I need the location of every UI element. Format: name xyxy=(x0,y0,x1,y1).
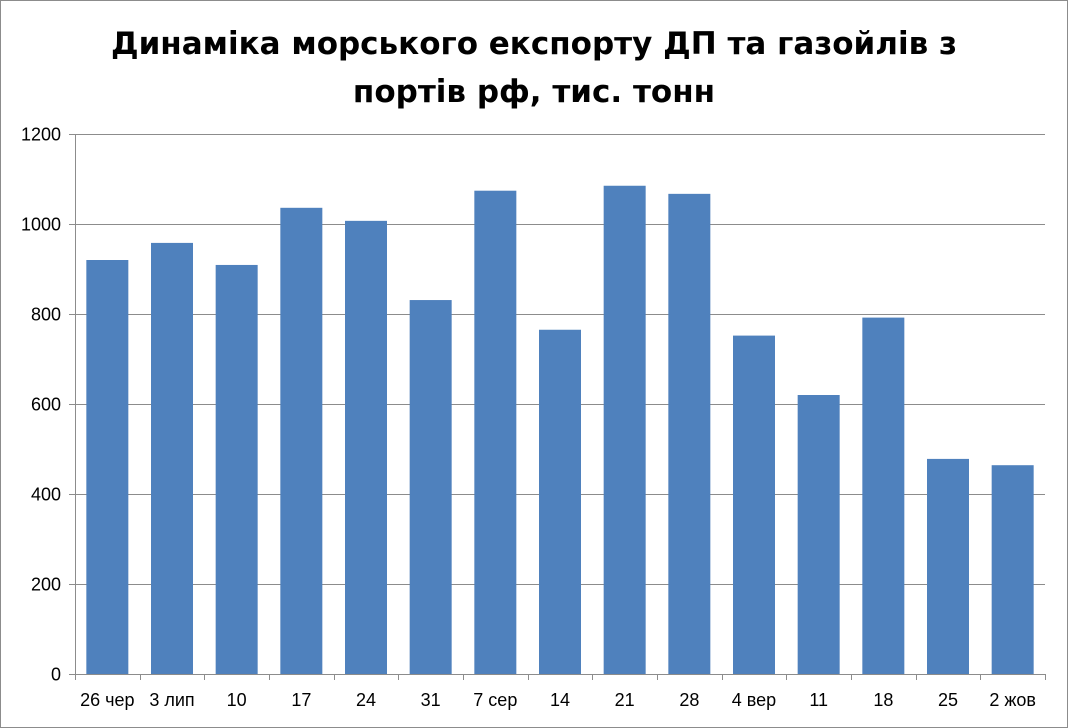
bar xyxy=(474,190,517,674)
x-tick-label: 18 xyxy=(873,690,893,710)
bar xyxy=(345,220,387,674)
bar xyxy=(603,185,646,674)
x-tick-label: 14 xyxy=(550,690,570,710)
x-tick-label: 7 сер xyxy=(473,690,517,710)
bar xyxy=(215,264,258,674)
x-tick-label: 26 чер xyxy=(80,690,134,710)
bar xyxy=(991,465,1034,674)
y-tick-label: 400 xyxy=(31,485,61,505)
chart-title-line-1: Динаміка морського експорту ДП та газойл… xyxy=(110,26,958,62)
x-tick-label: 10 xyxy=(227,690,247,710)
y-tick-label: 800 xyxy=(31,305,61,325)
x-tick-label: 28 xyxy=(679,690,699,710)
bar xyxy=(151,242,193,674)
x-tick-label: 2 жов xyxy=(989,690,1036,710)
chart-title-line-2: портів рф, тис. тонн xyxy=(352,74,716,110)
bar xyxy=(927,458,969,674)
y-tick-label: 600 xyxy=(31,395,61,415)
chart-title: Динаміка морського експорту ДП та газойл… xyxy=(0,20,1068,116)
y-tick-label: 1000 xyxy=(21,215,61,235)
bar xyxy=(280,207,323,675)
x-tick-label: 11 xyxy=(809,690,828,710)
bar xyxy=(539,329,581,674)
x-tick-label: 31 xyxy=(421,690,441,710)
bar xyxy=(797,395,840,674)
x-tick-label: 21 xyxy=(615,690,635,710)
bar xyxy=(668,193,711,674)
x-tick-label: 3 лип xyxy=(149,690,194,710)
bar xyxy=(862,317,905,674)
bar xyxy=(409,300,452,674)
bar xyxy=(86,260,129,674)
x-tick-label: 25 xyxy=(938,690,958,710)
x-tick-label: 4 вер xyxy=(732,690,776,710)
x-tick-label: 17 xyxy=(291,690,311,710)
y-tick-label: 0 xyxy=(51,665,61,685)
x-tick-label: 24 xyxy=(356,690,376,710)
y-tick-label: 1200 xyxy=(21,125,61,145)
y-tick-label: 200 xyxy=(31,575,61,595)
bar xyxy=(733,335,775,674)
